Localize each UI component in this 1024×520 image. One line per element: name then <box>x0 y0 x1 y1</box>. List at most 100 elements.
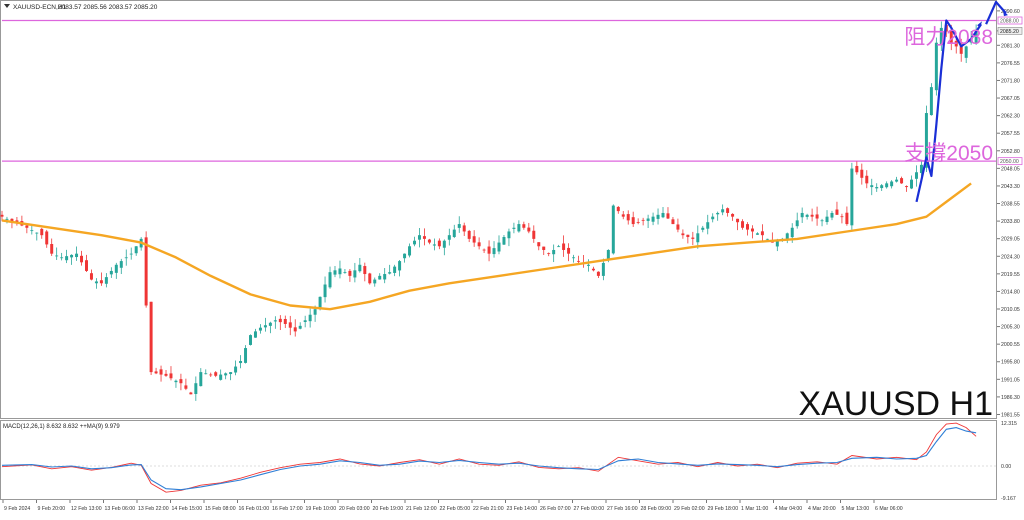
macd-axis: 12.315 0.00 -9.167 <box>2 421 1017 502</box>
candle-body <box>586 264 590 266</box>
candle-body <box>606 249 610 260</box>
candle-body <box>10 218 14 222</box>
price-tick-label: 2033.80 <box>1001 219 1020 225</box>
price-tick-label: 1991.05 <box>1001 377 1020 383</box>
candle-body <box>249 335 252 345</box>
candle-body <box>124 257 128 259</box>
candle-body <box>795 220 799 227</box>
time-tick-label: 29 Feb 18:00 <box>708 506 739 512</box>
candle-body <box>845 212 849 225</box>
candle-body <box>706 222 710 229</box>
current-price-tag: 2085.20 <box>1000 29 1019 35</box>
candle-body <box>353 270 357 278</box>
candle-body <box>750 228 754 232</box>
candle-body <box>875 187 879 189</box>
price-tick-label: 2057.55 <box>1001 131 1020 137</box>
candle-body <box>696 233 700 243</box>
candle-body <box>890 181 894 187</box>
candle-body <box>144 237 148 306</box>
candle-body <box>204 373 208 375</box>
candle-body <box>611 205 615 254</box>
candle-body <box>552 249 556 255</box>
candle-body <box>736 218 740 223</box>
candle-body <box>830 212 834 218</box>
time-tick-label: 20 Feb 03:00 <box>339 506 370 512</box>
candle-body <box>815 214 819 219</box>
candle-body <box>741 221 745 228</box>
candle-body <box>398 261 402 271</box>
ohlc-values: 2083.57 2085.56 2083.57 2085.20 <box>58 4 158 11</box>
price-tick-label: 2062.30 <box>1001 114 1020 120</box>
candle-body <box>885 183 889 188</box>
candle-body <box>55 255 59 257</box>
candle-body <box>596 271 600 276</box>
macd-label: MACD(12,26,1) 8.632 8.632 ++MA(9) 9.979 <box>3 424 120 430</box>
time-tick-label: 1 Mar 11:00 <box>741 506 768 512</box>
candle-body <box>924 113 928 168</box>
arrowhead-icon <box>977 21 983 28</box>
candle-body <box>929 87 933 116</box>
time-tick-label: 21 Feb 12:00 <box>406 506 437 512</box>
price-tick-label: 2067.05 <box>1001 96 1020 102</box>
candle-body <box>35 232 39 234</box>
candle-body <box>343 272 347 273</box>
price-tick-label: 1986.30 <box>1001 395 1020 401</box>
candle-body <box>403 253 407 259</box>
candle-body <box>457 224 461 228</box>
candle-body <box>591 268 595 271</box>
candle-body <box>383 274 387 280</box>
candle-body <box>900 178 904 184</box>
time-tick-label: 26 Feb 07:00 <box>540 506 571 512</box>
candle-body <box>487 246 491 254</box>
candle-body <box>731 213 735 217</box>
time-tick-label: 14 Feb 15:00 <box>172 506 203 512</box>
price-axis: 2090.60 2085.20 2081.30 2076.55 2071.80 2067.… <box>997 9 1020 418</box>
candle-body <box>333 270 337 275</box>
candle-body <box>25 225 29 228</box>
triangle-down-icon[interactable] <box>4 4 10 8</box>
candle-body <box>427 239 431 243</box>
candle-body <box>75 253 79 258</box>
candle-body <box>542 246 546 250</box>
candle-body <box>189 392 193 395</box>
candle-body <box>527 227 531 232</box>
candle-body <box>636 222 640 223</box>
candle-body <box>432 244 436 246</box>
time-tick-label: 28 Feb 09:00 <box>641 506 672 512</box>
time-tick-label: 4 Mar 04:00 <box>775 506 803 512</box>
price-tick-label: 2043.30 <box>1001 184 1020 190</box>
candle-body <box>755 233 759 235</box>
candle-body <box>80 255 84 263</box>
candle-body <box>939 27 943 46</box>
support-resistance-lines <box>2 19 996 162</box>
price-tick-label: 2010.05 <box>1001 307 1020 313</box>
time-tick-label: 16 Feb 01:00 <box>239 506 270 512</box>
candle-body <box>641 219 645 221</box>
candle-body <box>760 231 764 236</box>
time-tick-label: 16 Feb 17:00 <box>272 506 303 512</box>
candle-body <box>393 266 397 273</box>
candle-body <box>919 164 923 174</box>
candle-body <box>219 374 223 380</box>
time-tick-label: 13 Feb 06:00 <box>105 506 136 512</box>
time-tick-label: 12 Feb 13:00 <box>71 506 102 512</box>
candle-body <box>537 242 541 247</box>
time-tick-label: 5 Mar 13:00 <box>842 506 870 512</box>
candle-body <box>437 240 441 247</box>
candle-body <box>666 213 670 219</box>
candle-body <box>522 224 526 228</box>
candle-body <box>959 44 963 54</box>
candle-body <box>502 237 506 245</box>
candle-body <box>184 385 188 389</box>
candle-body <box>517 224 521 232</box>
candle-body <box>60 257 64 259</box>
candle-body <box>532 230 536 239</box>
time-tick-label: 9 Feb 2024 <box>4 506 30 512</box>
price-tick-label: 2000.55 <box>1001 342 1020 348</box>
time-tick-label: 13 Feb 22:00 <box>138 506 169 512</box>
candle-body <box>567 247 571 254</box>
candle-body <box>308 314 312 322</box>
candle-body <box>154 371 158 374</box>
candle-body <box>686 234 690 238</box>
moving-average-series <box>1 182 972 311</box>
